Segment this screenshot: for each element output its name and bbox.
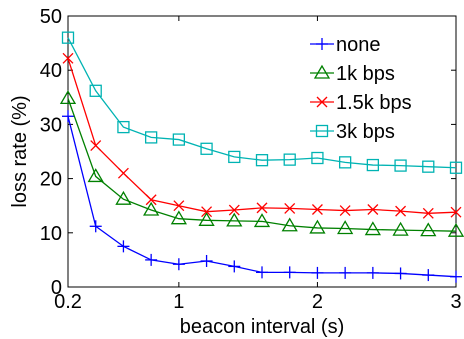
series-line [67,37,457,169]
data-point [311,266,324,279]
data-point [62,110,74,123]
series-x [62,52,462,219]
data-point [198,212,215,226]
x-tick-label: 2 [312,291,323,313]
data-point [144,131,158,144]
data-point [117,240,130,253]
data-point [395,205,407,217]
data-point [311,151,324,165]
data-point [309,219,326,234]
data-point [89,220,102,233]
x-tick-label: 0.2 [54,291,82,313]
x-tick-label: 1 [173,291,184,313]
legend-entry: none [310,34,381,56]
data-point [255,154,269,167]
data-point [253,213,271,228]
legend-marker [313,64,331,79]
data-point [170,210,187,225]
data-point [339,266,352,279]
data-point [256,202,268,214]
x-tick-label: 3 [450,291,461,313]
data-point [337,220,354,235]
legend-label: none [336,34,381,56]
data-point [117,120,130,134]
series-line [67,58,457,214]
data-point [172,258,185,271]
data-point [281,217,298,232]
data-point [392,221,409,236]
data-point [200,254,213,267]
legend-entry: 3k bps [310,121,395,143]
plot-frame [67,15,457,288]
data-point [422,269,435,282]
data-point [145,253,158,266]
data-point [338,156,352,169]
data-point [145,194,157,206]
y-tick-label: 30 [40,114,62,136]
y-tick-label: 20 [40,169,62,191]
data-point [117,167,129,179]
legend-marker [316,96,328,108]
data-point [256,266,268,279]
legend-label: 3k bps [336,121,395,143]
data-point [172,133,186,146]
data-point [339,205,351,217]
y-axis-label: loss rate (%) [9,95,31,207]
series-triangle [59,90,464,237]
data-point [447,222,464,237]
data-point [87,168,104,183]
data-point [201,206,213,218]
data-point [89,84,102,97]
legend-entry: 1k bps [310,63,395,85]
data-point [173,200,185,212]
legend-entry: 1.5k bps [310,92,412,114]
data-point [366,266,379,279]
data-point [59,90,77,105]
data-point [90,140,102,151]
data-point [420,222,437,237]
legend-label: 1k bps [336,63,395,85]
data-point [450,270,462,283]
data-point [283,153,296,166]
data-point [143,201,160,216]
y-tick-label: 40 [40,60,62,82]
data-point [394,159,407,172]
data-point [311,204,323,215]
data-point [115,190,132,205]
data-point [366,158,380,172]
data-point [200,142,213,155]
data-point [228,150,241,164]
series-line [67,98,457,232]
data-point [449,161,463,174]
data-point [422,207,434,219]
data-point [284,202,296,214]
data-point [394,267,407,280]
legend-label: 1.5k bps [336,92,412,114]
series-layer [59,31,464,283]
series-square [61,31,463,174]
x-axis-label: beacon interval (s) [180,316,345,338]
data-point [422,160,435,173]
data-point [283,266,296,279]
y-tick-label: 50 [40,6,62,28]
legend: none 1k bps 1.5k bps 3k bps [310,34,412,143]
data-point [228,204,240,216]
data-point [226,212,243,227]
y-tick-label: 10 [40,223,62,245]
legend-marker [315,124,329,138]
data-point [364,221,381,236]
y-tick-label: 0 [51,277,62,299]
data-point [450,206,462,218]
data-point [228,260,241,273]
legend-marker [316,38,328,50]
data-point [62,52,74,64]
series-plus [62,110,462,283]
data-point [61,31,75,44]
data-point [367,204,379,215]
